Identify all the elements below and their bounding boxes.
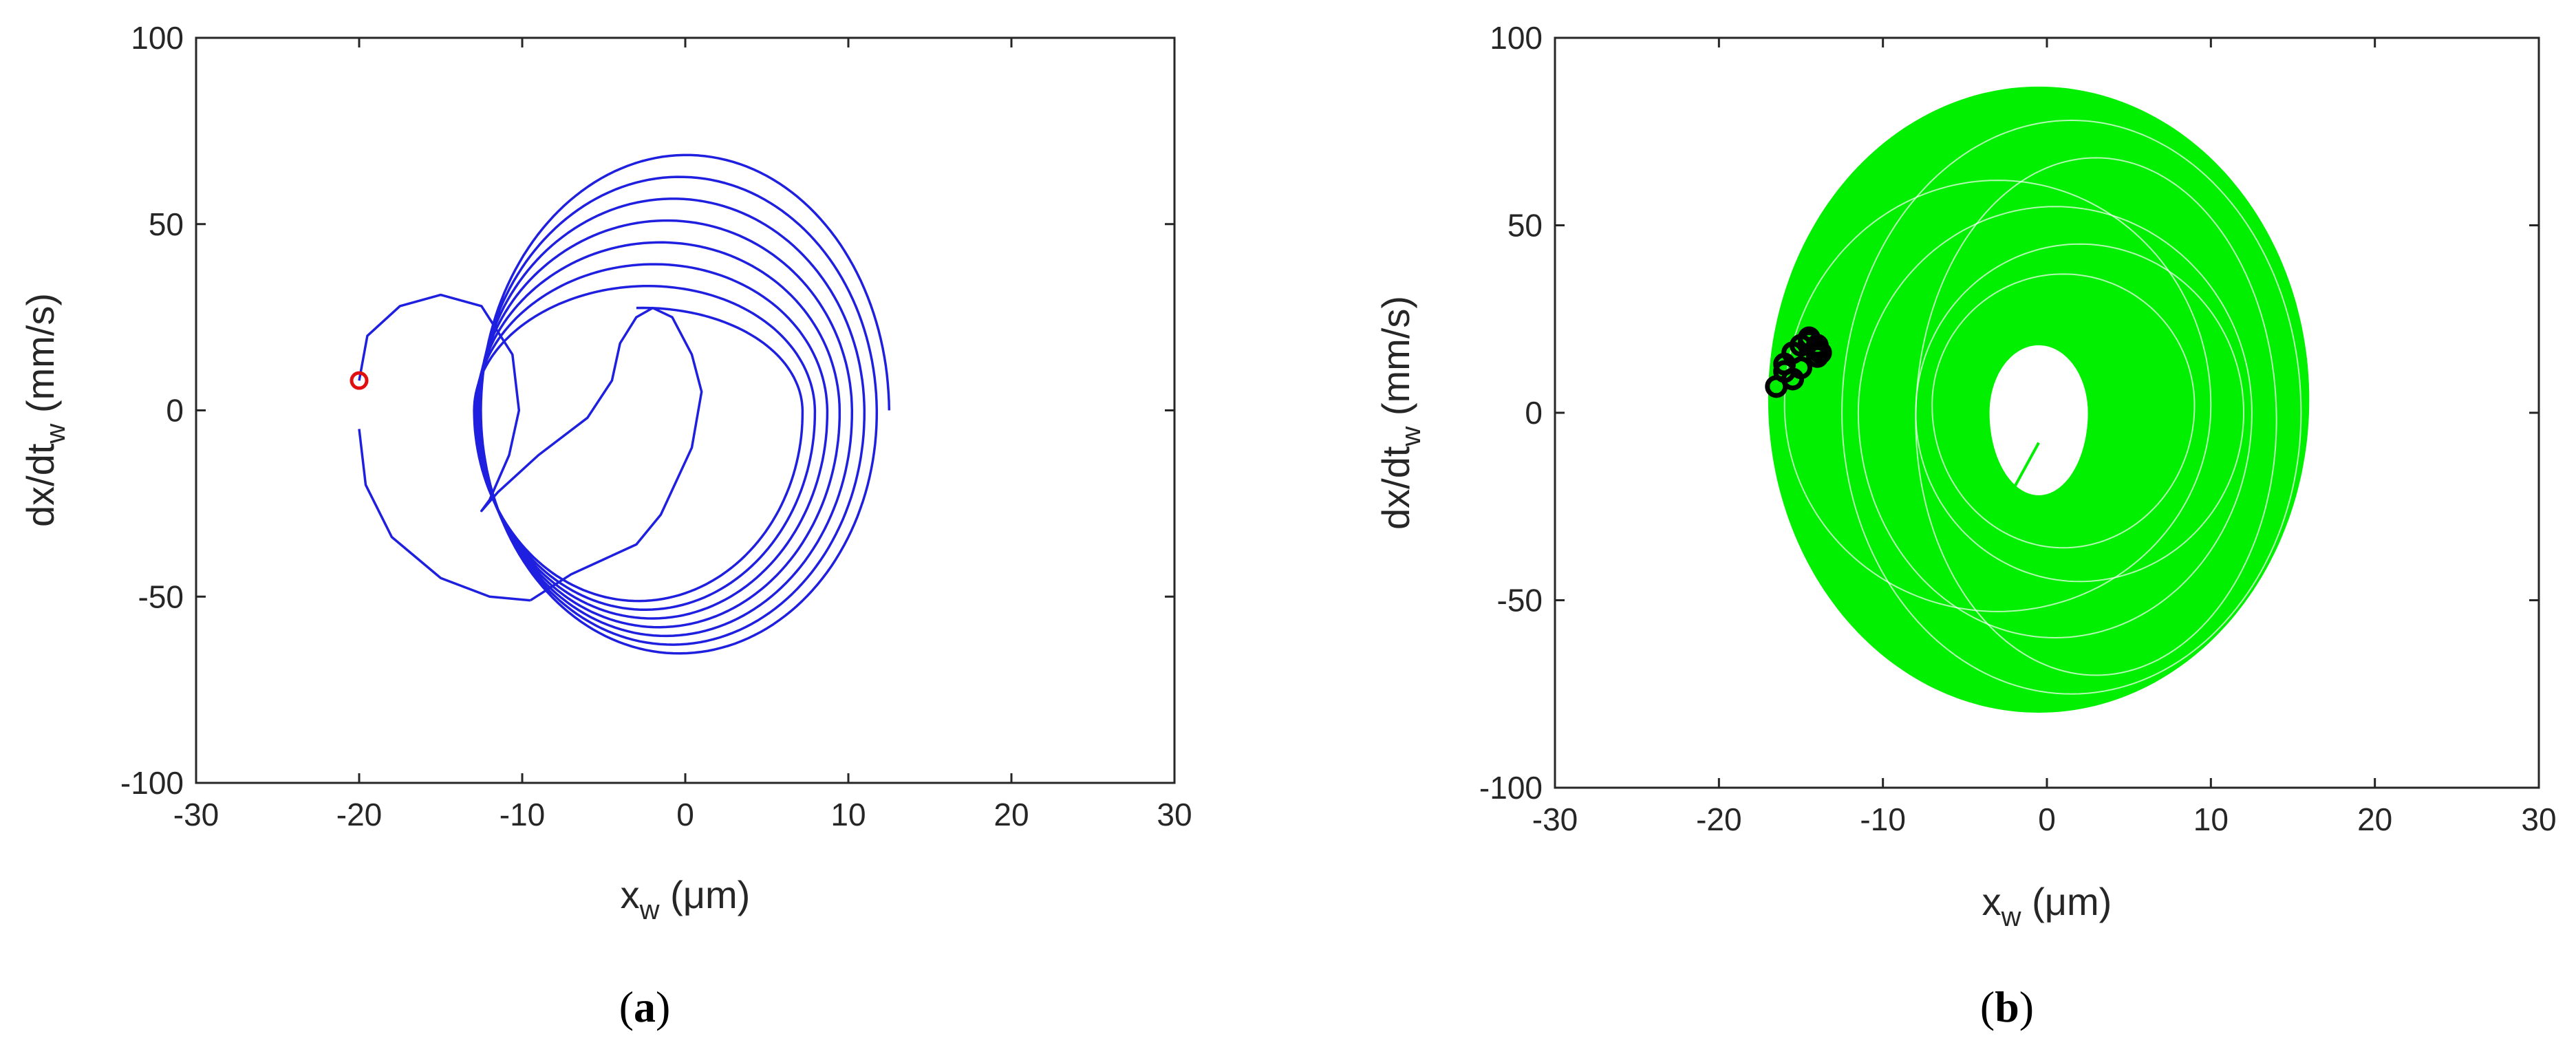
panel-b-loop-strand — [1915, 243, 2245, 583]
panel-b-x-tick-label: -30 — [1532, 801, 1578, 837]
panel-b-x-tick-label: 30 — [2521, 801, 2556, 837]
panel-b-loop-strand — [1857, 206, 2253, 639]
panel-b-marker — [1809, 341, 1832, 365]
panel-a-caption: (a) — [619, 982, 671, 1031]
panel-b-x-tick-label: 20 — [2357, 801, 2392, 837]
panel-b-y-tick-label: 100 — [1490, 20, 1543, 56]
panel-a-y-tick-label: 0 — [166, 393, 184, 429]
panel-b-y-tick-label: -100 — [1479, 770, 1543, 806]
panel-a-x-tick-label: 20 — [994, 797, 1029, 832]
panel-b-caption: (b) — [1980, 982, 2034, 1031]
panel-b-y-tick-label: 50 — [1507, 208, 1543, 244]
panel-b-marker — [1781, 367, 1805, 391]
panel-b-loop-strand — [1931, 273, 2196, 549]
panel-a-x-axis-label: xw (μm) — [621, 873, 751, 925]
panel-a-plot-data — [350, 153, 891, 655]
panel-a-x-tick-label: -10 — [500, 797, 545, 832]
panel-a-x-tick-label: 30 — [1157, 797, 1192, 832]
panel-a-start-marker — [350, 371, 369, 390]
panel-a-return-curve — [358, 429, 531, 602]
panel-b-y-tick-label: -50 — [1497, 583, 1543, 618]
panel-a-y-tick-label: -100 — [120, 765, 184, 801]
panel-a-x-tick-label: -20 — [336, 797, 382, 832]
panel-a-spiral-curve — [473, 153, 891, 655]
panel-a-x-tick-label: -30 — [173, 797, 219, 832]
panel-b-x-axis-label: xw (μm) — [1982, 880, 2112, 932]
panel-b-y-tick-label: 0 — [1525, 395, 1543, 431]
panel-b-x-tick-label: 0 — [2038, 801, 2056, 837]
panel-b-loop-strand — [1783, 180, 2212, 612]
panel-b-x-tick-label: -20 — [1696, 801, 1741, 837]
panel-a-transient-curve — [358, 293, 703, 602]
panel-a-y-tick-label: 50 — [149, 206, 184, 242]
panel-b-loop-strand — [1915, 157, 2277, 676]
panel-a-y-tick-label: -50 — [138, 579, 184, 614]
panel-b-loop-strand — [1841, 119, 2302, 695]
panel-b-inner-tail — [2012, 442, 2040, 488]
panel-a-x-tick-label: 0 — [676, 797, 694, 832]
panel-b-y-axis-label: dx/dtw (mm/s) — [1374, 296, 1426, 530]
panel-b-x-tick-label: -10 — [1860, 801, 1905, 837]
panel-a-axes-box — [195, 36, 1176, 784]
panel-a-y-tick-label: 100 — [131, 20, 184, 56]
panel-b-x-tick-label: 10 — [2193, 801, 2229, 837]
panel-a-y-axis-label: dx/dtw (mm/s) — [19, 293, 71, 527]
panel-b-plot-data — [1765, 86, 2310, 713]
panel-a-x-tick-label: 10 — [830, 797, 866, 832]
